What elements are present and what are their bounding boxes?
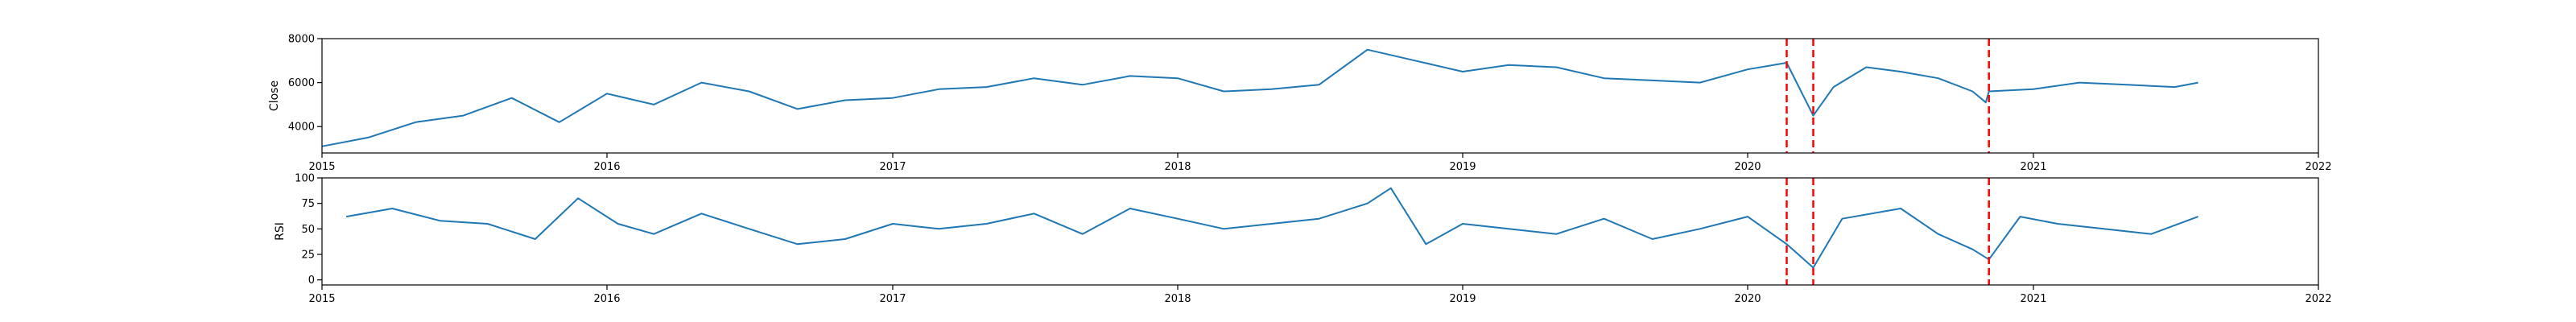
axes-frame <box>321 177 2319 286</box>
y-tick-label: 25 <box>301 250 315 262</box>
y-tick-label: 8000 <box>288 34 315 46</box>
y-tick-label: 6000 <box>288 77 315 89</box>
axes-frame <box>321 38 2319 154</box>
x-tick-label: 2019 <box>1449 161 1476 173</box>
x-tick-label: 2017 <box>879 161 906 173</box>
rsi-series-line <box>345 187 2198 269</box>
y-tick-label: 75 <box>301 198 315 210</box>
x-tick-label: 2019 <box>1449 293 1476 305</box>
close-price-panel: 2015 2016 2017 2018 2019 2020 2021 2022 4000 6000… <box>268 34 2332 174</box>
x-tick-label: 2021 <box>2020 293 2046 305</box>
x-tick-label: 2016 <box>593 293 620 305</box>
x-tick-label: 2020 <box>1734 293 1761 305</box>
y-tick-label: 50 <box>301 224 315 236</box>
x-tick-label: 2022 <box>2305 293 2331 305</box>
y-tick-label: 100 <box>295 173 315 185</box>
y-axis-label: Close <box>268 80 281 111</box>
x-tick-label: 2018 <box>1164 161 1191 173</box>
x-tick-label: 2021 <box>2020 161 2046 173</box>
x-tick-label: 2015 <box>308 293 335 305</box>
rsi-panel: 2015 2016 2017 2018 2019 2020 2021 2022 0 25 50 75 1… <box>274 173 2332 306</box>
x-tick-label: 2015 <box>308 161 335 173</box>
x-tick-label: 2018 <box>1164 293 1191 305</box>
y-axis-label: RSI <box>274 222 287 241</box>
y-tick-label: 4000 <box>288 122 315 134</box>
y-tick-label: 0 <box>308 275 315 287</box>
x-tick-label: 2016 <box>593 161 620 173</box>
x-tick-label: 2020 <box>1734 161 1761 173</box>
x-tick-label: 2017 <box>879 293 906 305</box>
close-series-line <box>321 48 2198 147</box>
x-tick-label: 2022 <box>2305 161 2331 173</box>
